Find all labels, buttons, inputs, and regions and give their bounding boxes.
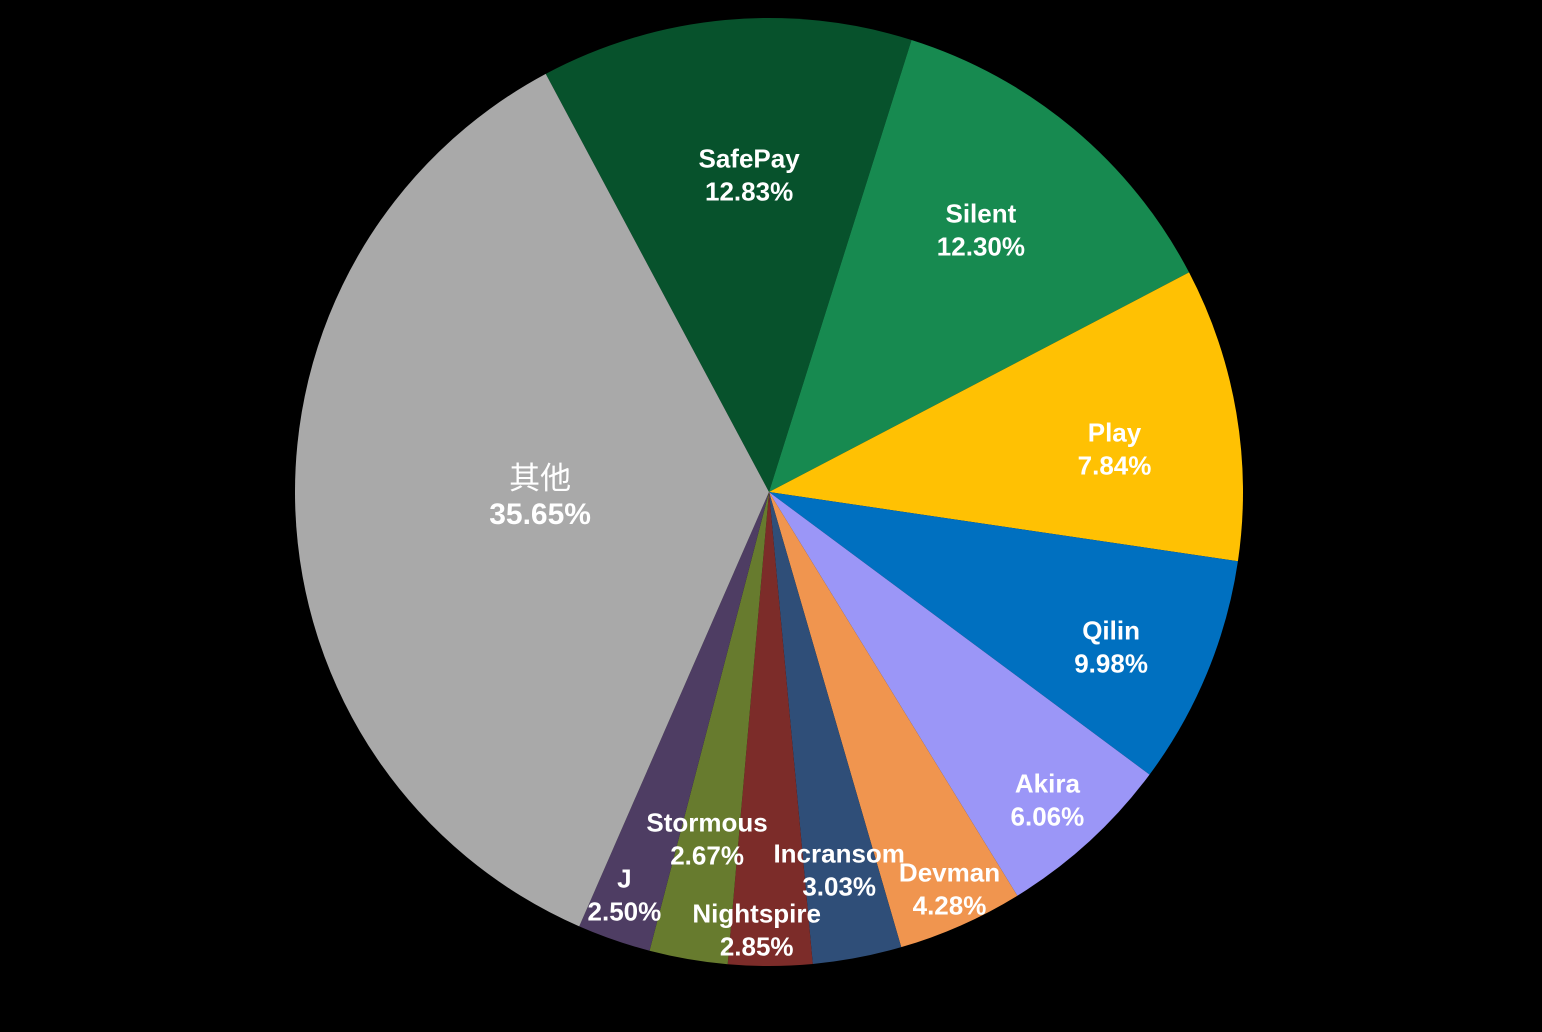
pie-slice-play xyxy=(769,272,1244,562)
pie-slice-qita xyxy=(294,73,769,927)
pie-slice-akira xyxy=(769,492,1150,896)
pie-slice-silent xyxy=(769,39,1190,492)
pie-slice-devman xyxy=(769,492,1018,948)
pie-slice-nightspire xyxy=(727,492,813,966)
pie-slice-incransom xyxy=(769,492,902,964)
pie-slice-j xyxy=(579,492,769,951)
pie-slice-stormous xyxy=(649,492,769,965)
pie-slice-qilin xyxy=(769,492,1238,775)
pie-slice-safepay xyxy=(545,18,912,492)
